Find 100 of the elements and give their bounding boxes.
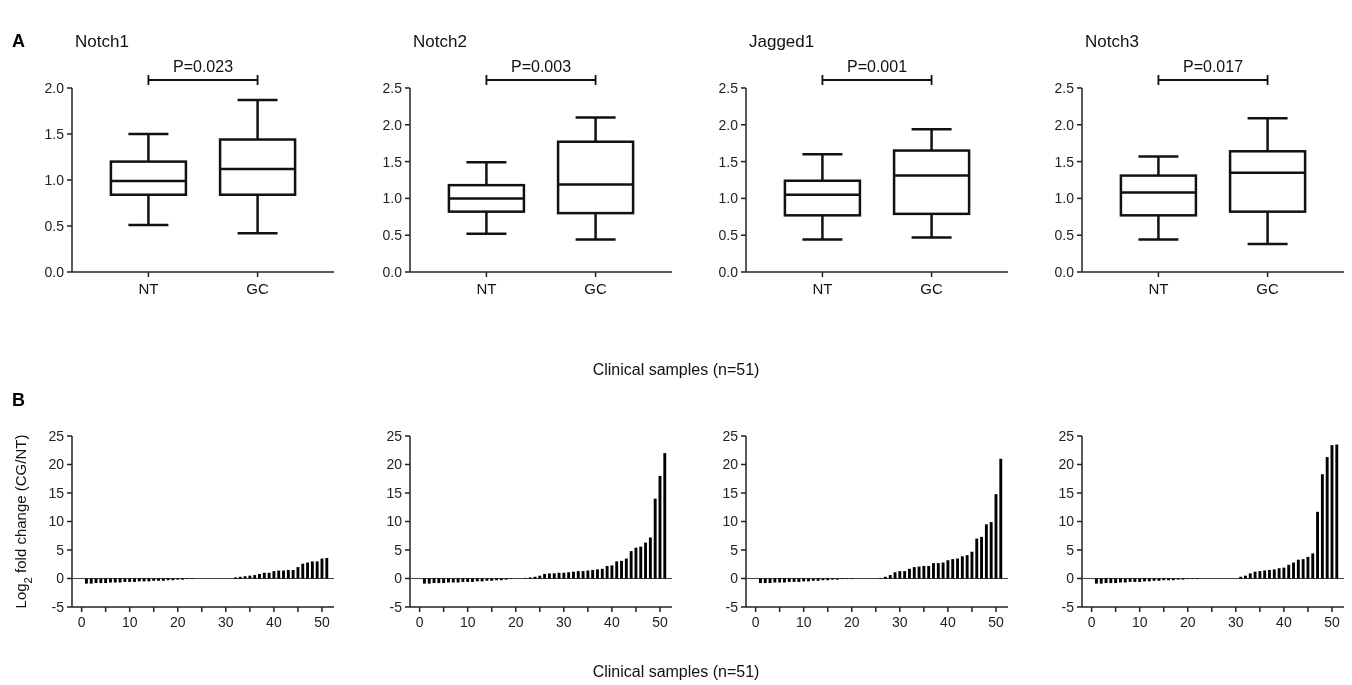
- bar: [466, 578, 470, 582]
- bar: [243, 576, 247, 579]
- x-tick-label: 50: [652, 614, 668, 630]
- y-tick-label: 0.0: [44, 263, 65, 280]
- y-tick-label: 10: [722, 513, 739, 530]
- bar: [1138, 578, 1142, 582]
- bar: [1248, 573, 1252, 579]
- bar: [1325, 457, 1329, 579]
- x-tick-label: 10: [121, 614, 138, 630]
- y-tick-label: 0.5: [718, 227, 739, 244]
- x-tick-label: 40: [1276, 614, 1292, 630]
- bar: [888, 575, 892, 579]
- text: P=0.001: [846, 58, 908, 75]
- bar: [620, 560, 623, 579]
- x-tick-label: NT: [138, 280, 159, 297]
- y-tick-label: 2.5: [382, 79, 403, 96]
- bar: [1128, 578, 1132, 582]
- chart-title: Notch3: [1085, 32, 1139, 51]
- bar: [267, 572, 271, 579]
- bar: [653, 498, 657, 579]
- bar: [248, 575, 252, 579]
- chart-title: Notch2: [413, 32, 467, 51]
- bar: [639, 546, 643, 579]
- x-tick-label: 30: [218, 614, 234, 630]
- y-tick-label: 1.5: [44, 125, 65, 142]
- y-tick-label: 1.5: [1054, 153, 1075, 170]
- bar: [591, 569, 595, 579]
- y-tick-label: 2.0: [382, 116, 403, 133]
- bar: [797, 578, 801, 582]
- y-tick-label: 2.0: [1054, 116, 1075, 133]
- y-tick-label: 1.0: [44, 171, 65, 188]
- bar: [1109, 578, 1113, 584]
- y-tick-label: 0: [56, 570, 65, 587]
- bar: [437, 578, 441, 584]
- x-tick-label: 10: [1131, 614, 1148, 630]
- bar: [1094, 578, 1098, 584]
- bar: [581, 571, 585, 579]
- bar: [984, 524, 988, 579]
- x-tick-label: GC: [584, 280, 607, 297]
- bar: [543, 573, 547, 579]
- y-tick-label: 25: [48, 427, 65, 444]
- y-tick-label: 2.0: [44, 79, 65, 96]
- bar: [427, 578, 431, 584]
- y-tick-label: 5: [56, 541, 65, 558]
- text: P=0.017: [1182, 58, 1244, 75]
- bar: [1114, 578, 1118, 584]
- chart-title: Notch1: [75, 32, 129, 51]
- bar: [644, 542, 647, 579]
- bar: [258, 573, 261, 579]
- bar: [615, 561, 619, 579]
- y-tick-label: -5: [1061, 598, 1075, 615]
- y-tick-label: 1.0: [718, 190, 739, 207]
- x-tick-label: 40: [266, 614, 282, 630]
- x-tick-label: 0: [77, 614, 86, 630]
- y-tick-label: 1.5: [382, 153, 403, 170]
- bar: [1292, 562, 1295, 579]
- x-tick-label: 30: [892, 614, 908, 630]
- x-tick-label: 0: [415, 614, 424, 630]
- bar: [763, 578, 767, 584]
- y-tick-label: 10: [1058, 513, 1075, 530]
- bar: [758, 578, 762, 584]
- bar: [999, 458, 1003, 579]
- bar: [989, 522, 993, 579]
- y-tick-label: 5: [730, 541, 739, 558]
- bar: [663, 453, 667, 579]
- y-tick-label: 1.0: [382, 190, 403, 207]
- bar: [787, 578, 791, 582]
- y-tick-label: 10: [48, 513, 65, 530]
- bar: [315, 561, 319, 579]
- bar: [960, 556, 964, 579]
- bar: [956, 558, 959, 579]
- bar: [596, 569, 599, 579]
- y-tick-label: 0.0: [718, 263, 739, 280]
- bar: [552, 573, 556, 579]
- bar: [629, 551, 633, 579]
- x-tick-label: GC: [1256, 280, 1279, 297]
- bar: [605, 565, 609, 579]
- bar: [1301, 559, 1305, 579]
- bar: [89, 578, 93, 584]
- y-tick-label: 0.5: [44, 217, 65, 234]
- bar: [128, 578, 132, 582]
- bar: [567, 572, 571, 579]
- y-tick-label: -5: [389, 598, 403, 615]
- x-tick-label: NT: [476, 280, 497, 297]
- bar: [1099, 578, 1103, 584]
- y-tick-label: 0.0: [382, 263, 403, 280]
- y-tick-label: 5: [394, 541, 403, 558]
- bar: [898, 571, 902, 579]
- y-tick-label: 0: [1066, 570, 1075, 587]
- bar: [936, 563, 940, 579]
- x-tick-label: 0: [1087, 614, 1096, 630]
- bar: [946, 560, 950, 579]
- bar: [610, 565, 614, 579]
- x-tick-label: 20: [843, 614, 860, 630]
- bar: [325, 557, 329, 579]
- bar: [1258, 571, 1262, 579]
- bar: [104, 578, 108, 584]
- chart-title: Jagged1: [749, 32, 815, 51]
- bar: [908, 568, 911, 579]
- bar: [932, 563, 935, 579]
